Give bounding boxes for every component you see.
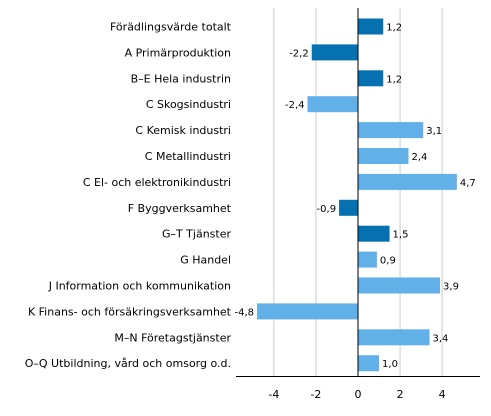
category-label: F Byggverksamhet	[128, 202, 232, 215]
category-label: J Information och kommunikation	[48, 280, 231, 293]
value-label: -0,9	[317, 204, 337, 215]
category-label: G Handel	[180, 254, 231, 267]
value-label: -2,4	[285, 100, 305, 111]
bar	[358, 122, 424, 139]
bar	[358, 277, 441, 294]
category-label: C Kemisk industri	[135, 124, 231, 137]
bar	[339, 199, 358, 216]
category-label: B–E Hela industrin	[131, 72, 231, 85]
value-label: 1,5	[393, 230, 409, 241]
value-label: 0,9	[380, 256, 396, 267]
category-label: Förädlingsvärde totalt	[110, 21, 232, 34]
category-label: A Primärproduktion	[125, 46, 231, 59]
category-label: O–Q Utbildning, vård och omsorg o.d.	[25, 357, 231, 370]
bar	[358, 251, 377, 268]
value-label: 4,7	[460, 178, 476, 189]
value-label: 2,4	[411, 152, 427, 163]
category-label: M–N Företagstjänster	[114, 331, 231, 344]
bar	[311, 44, 358, 61]
x-tick-label: 4	[439, 388, 446, 401]
value-label: -4,8	[235, 307, 255, 318]
category-label: K Finans- och försäkringsverksamhet	[28, 305, 232, 318]
bar	[358, 329, 430, 346]
bar	[358, 148, 409, 164]
axes	[236, 8, 480, 377]
bar	[358, 18, 384, 35]
value-label: 3,1	[426, 126, 442, 137]
x-tick-label: 2	[397, 388, 404, 401]
value-label: 1,2	[386, 74, 402, 85]
x-tick-label: -2	[310, 388, 321, 401]
bar	[358, 225, 390, 242]
bar	[307, 96, 358, 113]
value-label: 3,9	[443, 282, 459, 293]
labels: -4 -2 0 2 4 Förädlingsvärde totalt 1,2 A Primär…	[25, 21, 476, 402]
x-tick-label: 0	[355, 388, 362, 401]
bars	[257, 18, 457, 372]
bar	[358, 355, 380, 372]
category-label: C Metallindustri	[145, 150, 231, 163]
value-label: 1,2	[386, 23, 402, 34]
category-label: G–T Tjänster	[162, 228, 232, 241]
value-label: 1,0	[382, 359, 398, 370]
category-label: C Skogsindustri	[146, 98, 231, 111]
value-label: 3,4	[433, 333, 449, 344]
category-label: C El- och elektronikindustri	[83, 176, 231, 189]
bar	[257, 303, 358, 320]
bar	[358, 173, 457, 190]
bar	[358, 70, 384, 87]
value-label: -2,2	[289, 48, 309, 59]
x-tick-label: -4	[268, 388, 279, 401]
